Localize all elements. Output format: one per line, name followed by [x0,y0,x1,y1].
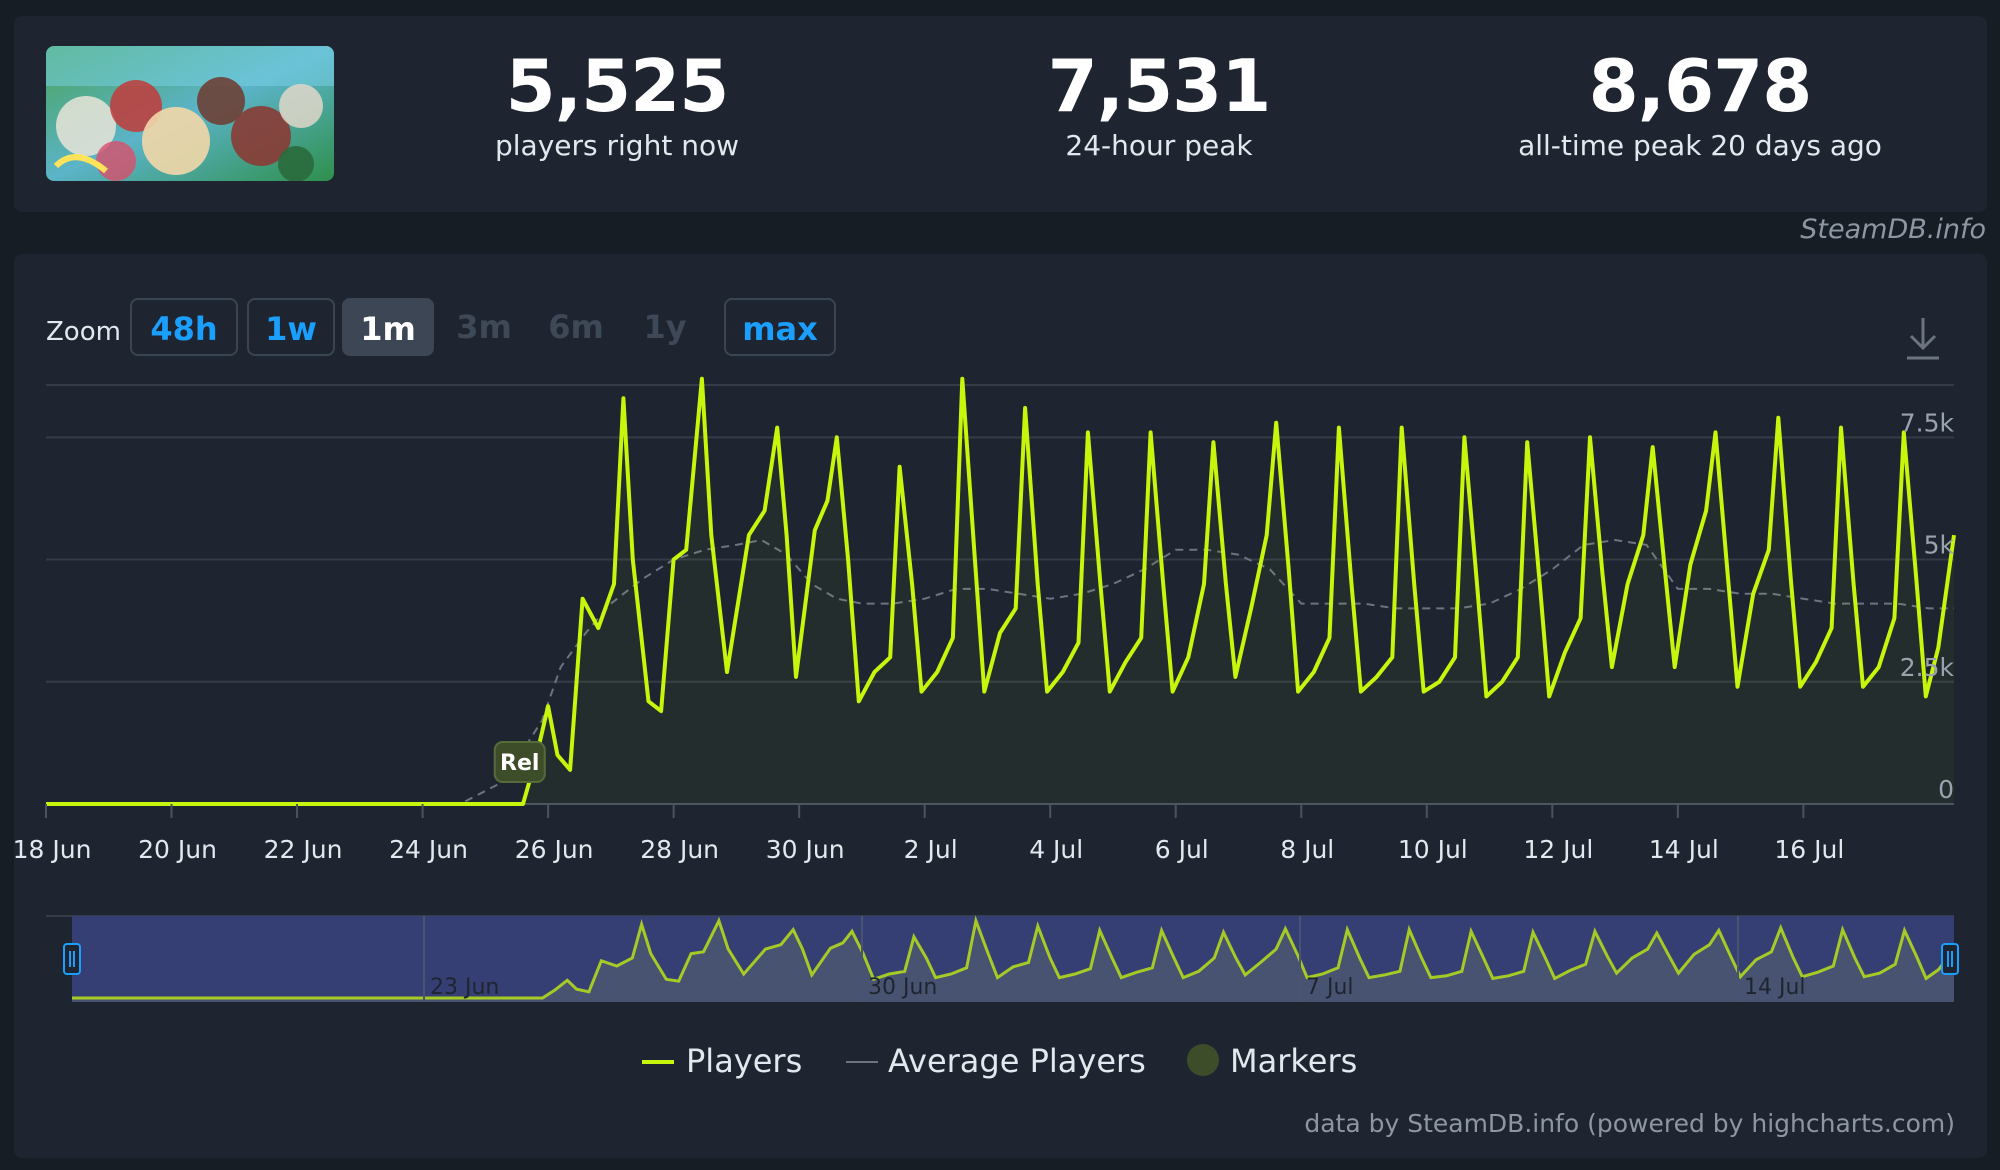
player-chart[interactable]: Rel 0 2.5k 5k 7.5k 18 Jun 20 Jun 22 Jun 24 Jun… [14,254,1987,1158]
navigator-left-handle[interactable] [63,943,81,975]
steamdb-watermark: SteamDB.info [1800,214,1986,245]
navigator-date-label: 30 Jun [868,975,937,1000]
zoom-6m-button[interactable]: 6m [548,308,604,346]
zoom-label: Zoom [46,317,121,347]
zoom-1y-button[interactable]: 1y [643,308,687,346]
y-tick-label: 7.5k [1900,408,1955,437]
legend-average-label: Average Players [888,1042,1146,1080]
legend: Players Average Players Markers [642,1042,1357,1080]
legend-players-label: Players [686,1042,802,1080]
navigator-area [72,920,1954,1002]
x-axis-labels: 18 Jun 20 Jun 22 Jun 24 Jun 26 Jun 28 Jun 30 J… [14,804,1844,864]
legend-markers-label: Markers [1230,1042,1357,1080]
zoom-1w-button[interactable]: 1w [247,298,335,356]
y-axis-labels: 0 2.5k 5k 7.5k [1900,408,1955,804]
chart-card: Zoom 48h 1w 1m 3m 6m 1y max Rel 0 2.5k 5k 7… [14,254,1987,1158]
stats-card: 5,525 players right now 7,531 24-hour pe… [14,16,1987,212]
x-tick-label: 20 Jun [138,835,217,864]
zoom-max-button[interactable]: max [724,298,836,356]
y-tick-label: 5k [1924,531,1955,560]
peak24-label: 24-hour peak [1065,129,1253,162]
x-tick-label: 24 Jun [389,835,468,864]
release-marker-label: Rel [500,751,539,776]
navigator[interactable]: 23 Jun 30 Jun 7 Jul 14 Jul [46,915,1959,1002]
x-tick-label: 2 Jul [904,835,958,864]
x-tick-label: 30 Jun [766,835,845,864]
chart-credit: data by SteamDB.info (powered by highcha… [1304,1109,1955,1138]
x-tick-label: 28 Jun [640,835,719,864]
game-banner-image[interactable] [46,46,334,181]
legend-markers-swatch [1187,1044,1219,1076]
game-banner-art [46,46,334,181]
players-line [46,376,1956,806]
navigator-date-label: 23 Jun [430,975,499,1000]
average-series [46,538,1954,805]
x-tick-label: 18 Jun [14,835,91,864]
alltime-peak-value: 8,678 [1588,44,1813,128]
chart-grid [46,436,1954,805]
zoom-3m-button[interactable]: 3m [456,308,512,346]
x-tick-label: 14 Jul [1649,835,1719,864]
current-players-value: 5,525 [505,44,730,128]
average-players-line [46,538,1954,805]
navigator-line [72,915,1956,1000]
y-tick-label: 2.5k [1900,653,1955,682]
alltime-peak-label: all-time peak 20 days ago [1518,129,1882,162]
x-tick-label: 6 Jul [1155,835,1209,864]
current-players-label: players right now [495,129,739,162]
release-marker [493,741,546,783]
markers-layer: Rel [493,741,546,783]
navigator-date-label: 7 Jul [1306,975,1354,1000]
players-series[interactable] [46,376,1956,806]
stat-alltime-peak: 8,678 all-time peak 20 days ago [1440,46,1960,164]
navigator-date-label: 14 Jul [1744,975,1806,1000]
download-icon[interactable] [1903,314,1943,362]
x-tick-label: 16 Jul [1774,835,1844,864]
x-tick-label: 26 Jun [515,835,594,864]
zoom-48h-button[interactable]: 48h [130,298,238,356]
players-area [46,378,1954,804]
x-tick-label: 10 Jul [1398,835,1468,864]
navigator-right-handle[interactable] [1941,943,1959,975]
x-tick-label: 4 Jul [1029,835,1083,864]
stat-24h-peak: 7,531 24-hour peak [899,46,1419,164]
x-tick-label: 22 Jun [264,835,343,864]
y-tick-label: 0 [1938,775,1954,804]
x-tick-label: 12 Jul [1523,835,1593,864]
zoom-1m-button[interactable]: 1m [342,298,434,356]
peak24-value: 7,531 [1047,44,1272,128]
stat-current-players: 5,525 players right now [357,46,877,164]
x-tick-label: 8 Jul [1280,835,1334,864]
